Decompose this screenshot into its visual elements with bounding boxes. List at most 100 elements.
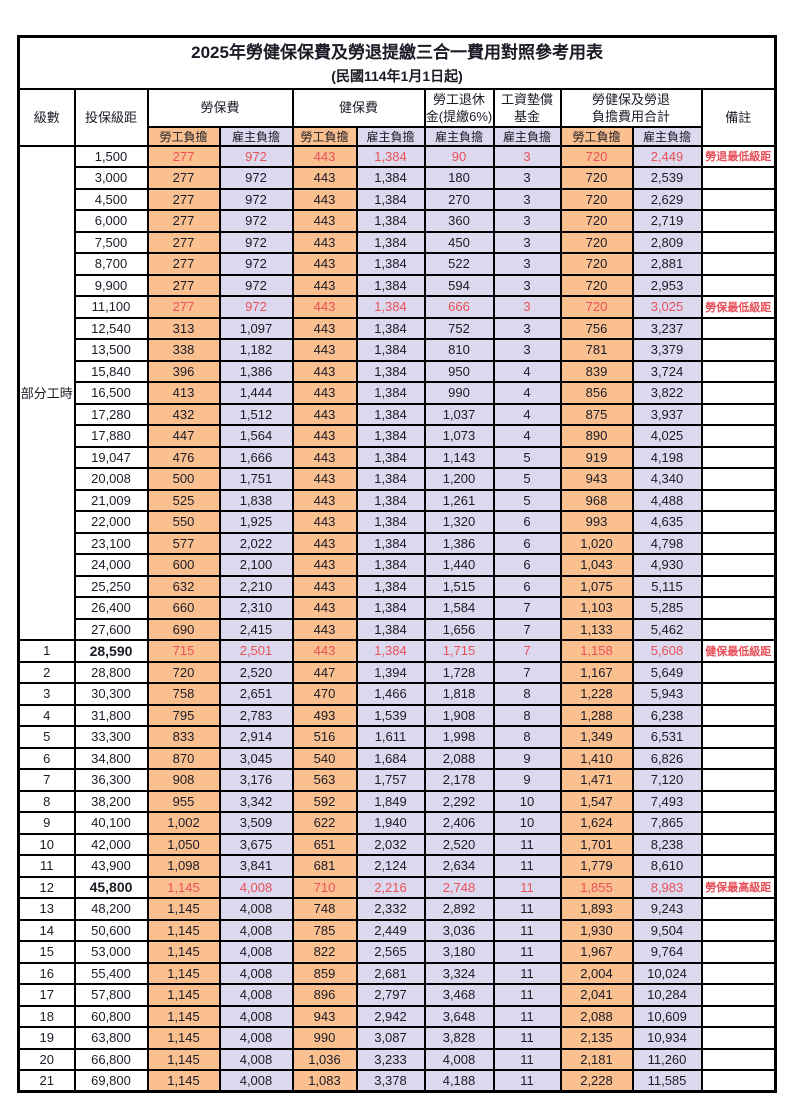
labor-employee-cell: 1,145 — [146, 918, 221, 942]
pension-employer-cell: 360 — [423, 209, 495, 233]
pension-employer-cell: 810 — [423, 338, 495, 362]
health-employer-cell: 1,384 — [355, 402, 426, 426]
total-employee-cell: 839 — [559, 359, 634, 383]
header-health-insurance: 健保費 — [291, 87, 426, 128]
table-row: 9,900 277 972 443 1,384 594 3 720 2,953 — [19, 273, 777, 297]
health-employee-cell: 443 — [291, 553, 358, 577]
remark-cell — [700, 230, 777, 254]
total-employer-cell: 2,449 — [631, 144, 703, 168]
fee-comparison-table: 2025年勞健保保費及勞退提繳三合一費用對照參考用表 (民國114年1月1日起)… — [17, 35, 778, 1093]
total-employer-cell: 4,930 — [631, 553, 703, 577]
level-cell: 6 — [17, 746, 76, 770]
table-row: 7 36,300 908 3,176 563 1,757 2,178 9 1,471 7,120 — [17, 768, 777, 792]
pension-employer-cell: 752 — [423, 316, 495, 340]
health-employer-cell: 1,384 — [355, 144, 426, 168]
wage-fund-cell: 3 — [492, 187, 562, 211]
total-employee-cell: 781 — [559, 338, 634, 362]
bracket-cell: 17,280 — [73, 402, 149, 426]
labor-employer-cell: 2,310 — [218, 596, 294, 620]
table-row: 20,008 500 1,751 443 1,384 1,200 5 943 4,340 — [19, 467, 777, 491]
health-employer-cell: 1,384 — [355, 445, 426, 469]
bracket-cell: 26,400 — [73, 596, 149, 620]
labor-employer-cell: 4,008 — [218, 983, 294, 1007]
subheader-total-employer: 雇主負擔 — [631, 125, 703, 147]
bracket-cell: 28,590 — [73, 639, 149, 663]
level-cell: 15 — [17, 940, 76, 964]
health-employee-cell: 443 — [291, 488, 358, 512]
remark-cell — [700, 660, 777, 684]
remark-cell — [700, 531, 777, 555]
pension-employer-cell: 270 — [423, 187, 495, 211]
labor-employee-cell: 1,098 — [146, 854, 221, 878]
health-employee-cell: 443 — [291, 359, 358, 383]
remark-cell — [700, 983, 777, 1007]
labor-employer-cell: 2,520 — [218, 660, 294, 684]
labor-employee-cell: 277 — [146, 295, 221, 319]
pension-employer-cell: 1,200 — [423, 467, 495, 491]
remark-cell — [700, 510, 777, 534]
total-employer-cell: 9,764 — [631, 940, 703, 964]
total-employer-cell: 10,934 — [631, 1026, 703, 1050]
wage-fund-cell: 11 — [492, 1069, 562, 1093]
pension-employer-cell: 1,320 — [423, 510, 495, 534]
bracket-cell: 8,700 — [73, 252, 149, 276]
labor-employee-cell: 277 — [146, 187, 221, 211]
pension-employer-cell: 1,656 — [423, 617, 495, 641]
bracket-cell: 11,100 — [73, 295, 149, 319]
pension-employer-cell: 1,728 — [423, 660, 495, 684]
table-row: 20 66,800 1,145 4,008 1,036 3,233 4,008 11 2,181… — [17, 1047, 777, 1071]
labor-employer-cell: 972 — [218, 144, 294, 168]
remark-cell — [700, 725, 777, 749]
labor-employee-cell: 908 — [146, 768, 221, 792]
health-employer-cell: 1,384 — [355, 252, 426, 276]
bracket-cell: 28,800 — [73, 660, 149, 684]
wage-fund-cell: 11 — [492, 918, 562, 942]
table-body: 部分工時 1,500 277 972 443 1,384 90 3 720 2,449 勞退最低級距… — [17, 144, 777, 1093]
total-employee-cell: 890 — [559, 424, 634, 448]
bracket-cell: 45,800 — [73, 875, 149, 899]
wage-fund-cell: 6 — [492, 553, 562, 577]
total-employer-cell: 4,198 — [631, 445, 703, 469]
title-row: 2025年勞健保保費及勞退提繳三合一費用對照參考用表 (民國114年1月1日起) — [17, 35, 777, 90]
remark-cell — [700, 166, 777, 190]
header-labor-insurance: 勞保費 — [146, 87, 294, 128]
wage-fund-cell: 3 — [492, 273, 562, 297]
health-employee-cell: 943 — [291, 1004, 358, 1028]
table-row: 8 38,200 955 3,342 592 1,849 2,292 10 1,547 7,493 — [17, 789, 777, 813]
pension-employer-cell: 2,292 — [423, 789, 495, 813]
remark-cell — [700, 897, 777, 921]
health-employer-cell: 1,384 — [355, 166, 426, 190]
labor-employee-cell: 277 — [146, 252, 221, 276]
bracket-cell: 27,600 — [73, 617, 149, 641]
remark-cell — [700, 961, 777, 985]
labor-employee-cell: 500 — [146, 467, 221, 491]
remark-cell — [700, 596, 777, 620]
bracket-cell: 53,000 — [73, 940, 149, 964]
bracket-cell: 3,000 — [73, 166, 149, 190]
level-cell: 19 — [17, 1026, 76, 1050]
wage-fund-cell: 4 — [492, 381, 562, 405]
remark-cell — [700, 252, 777, 276]
table-row: 12,540 313 1,097 443 1,384 752 3 756 3,237 — [19, 316, 777, 340]
bracket-cell: 30,300 — [73, 682, 149, 706]
bracket-cell: 63,800 — [73, 1026, 149, 1050]
level-cell: 5 — [17, 725, 76, 749]
wage-fund-cell: 3 — [492, 144, 562, 168]
health-employee-cell: 443 — [291, 273, 358, 297]
labor-employee-cell: 600 — [146, 553, 221, 577]
total-employer-cell: 3,822 — [631, 381, 703, 405]
wage-fund-cell: 3 — [492, 209, 562, 233]
total-employer-cell: 10,284 — [631, 983, 703, 1007]
health-employer-cell: 1,384 — [355, 467, 426, 491]
health-employee-cell: 822 — [291, 940, 358, 964]
remark-cell — [700, 381, 777, 405]
pension-employer-cell: 1,584 — [423, 596, 495, 620]
health-employer-cell: 1,384 — [355, 230, 426, 254]
labor-employer-cell: 1,751 — [218, 467, 294, 491]
health-employee-cell: 592 — [291, 789, 358, 813]
total-employee-cell: 1,779 — [559, 854, 634, 878]
labor-employer-cell: 2,415 — [218, 617, 294, 641]
level-cell: 16 — [17, 961, 76, 985]
labor-employer-cell: 972 — [218, 187, 294, 211]
total-employer-cell: 5,943 — [631, 682, 703, 706]
